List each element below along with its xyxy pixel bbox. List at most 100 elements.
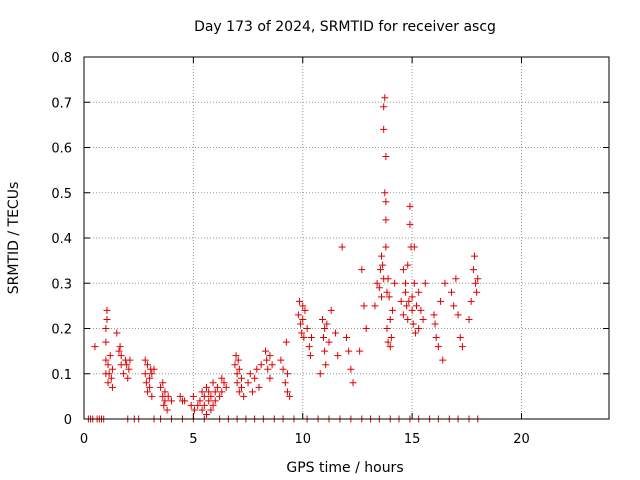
data-point	[380, 125, 388, 133]
data-point	[124, 374, 132, 382]
chart-title: Day 173 of 2024, SRMTID for receiver asc…	[194, 19, 496, 35]
data-point	[421, 279, 429, 287]
data-point	[209, 379, 217, 387]
data-point	[441, 279, 449, 287]
data-point	[322, 361, 330, 369]
data-point	[450, 302, 458, 310]
data-point	[200, 392, 208, 400]
data-point	[378, 293, 385, 301]
data-point	[454, 311, 462, 319]
data-point	[378, 252, 385, 260]
data-point	[189, 392, 197, 400]
data-point	[283, 370, 291, 378]
data-point	[439, 356, 447, 364]
data-point	[391, 279, 399, 287]
data-point	[91, 343, 99, 351]
data-point	[413, 302, 420, 310]
data-point	[105, 370, 113, 378]
data-point	[233, 379, 241, 387]
data-point	[406, 202, 414, 210]
data-point	[238, 374, 245, 382]
data-point	[235, 365, 243, 373]
data-point	[382, 198, 390, 206]
data-point	[456, 334, 464, 342]
data-point	[325, 338, 333, 346]
data-point	[277, 356, 285, 364]
data-point	[251, 374, 259, 382]
data-point	[200, 401, 208, 409]
data-point	[232, 352, 240, 360]
data-point	[205, 388, 213, 396]
data-point	[404, 315, 412, 323]
data-point	[116, 343, 124, 351]
data-point	[113, 329, 121, 337]
data-point	[360, 302, 368, 310]
data-point	[405, 297, 413, 305]
y-axis-label: SRMTID / TECUs	[6, 182, 22, 295]
data-point	[380, 103, 388, 111]
data-point	[379, 261, 387, 269]
y-tick-label: 0.7	[51, 96, 72, 111]
data-point	[409, 320, 417, 328]
data-point	[356, 347, 364, 355]
data-point	[282, 338, 290, 346]
data-point	[294, 311, 302, 319]
data-point	[385, 293, 393, 301]
data-point	[203, 410, 210, 418]
data-point	[157, 383, 165, 391]
data-point	[375, 284, 383, 292]
data-point	[345, 347, 353, 355]
data-point	[123, 361, 131, 369]
data-point	[125, 365, 133, 373]
data-point	[190, 406, 198, 414]
data-point	[320, 334, 328, 342]
data-point	[266, 374, 274, 382]
data-point	[467, 297, 475, 305]
data-point	[102, 338, 110, 346]
data-point	[406, 220, 414, 228]
data-point	[218, 388, 226, 396]
data-point	[103, 306, 111, 314]
data-point	[248, 388, 256, 396]
data-point	[264, 365, 272, 373]
data-point	[432, 334, 440, 342]
data-points	[84, 94, 482, 423]
y-tick-label: 0.5	[51, 187, 72, 202]
data-point	[334, 352, 342, 360]
data-point	[198, 388, 206, 396]
y-tick-label: 0	[64, 413, 72, 428]
data-point	[233, 370, 241, 378]
data-point	[150, 365, 158, 373]
y-tick-label: 0.6	[51, 142, 72, 157]
data-point	[338, 243, 346, 251]
data-point	[198, 406, 206, 414]
data-point	[415, 288, 423, 296]
data-point	[279, 365, 287, 373]
data-point	[106, 352, 114, 360]
data-point	[347, 365, 355, 373]
data-point	[410, 243, 418, 251]
data-point	[383, 288, 391, 296]
data-point	[209, 401, 217, 409]
data-point	[300, 334, 308, 342]
data-point	[240, 392, 248, 400]
data-point	[211, 397, 219, 405]
data-point	[382, 153, 390, 161]
data-point	[419, 315, 427, 323]
data-point	[408, 306, 416, 314]
data-point	[452, 275, 460, 283]
data-point	[181, 397, 189, 405]
data-point	[207, 406, 215, 414]
data-point	[404, 261, 412, 269]
data-point	[187, 401, 195, 409]
data-point	[222, 383, 230, 391]
data-point	[332, 329, 340, 337]
data-point	[298, 329, 306, 337]
data-point	[373, 279, 381, 287]
y-tick-label: 0.4	[51, 232, 72, 247]
y-tick-label: 0.8	[51, 51, 72, 66]
data-point	[469, 266, 477, 274]
data-point	[381, 94, 389, 102]
y-tick-label: 0.2	[51, 323, 72, 338]
